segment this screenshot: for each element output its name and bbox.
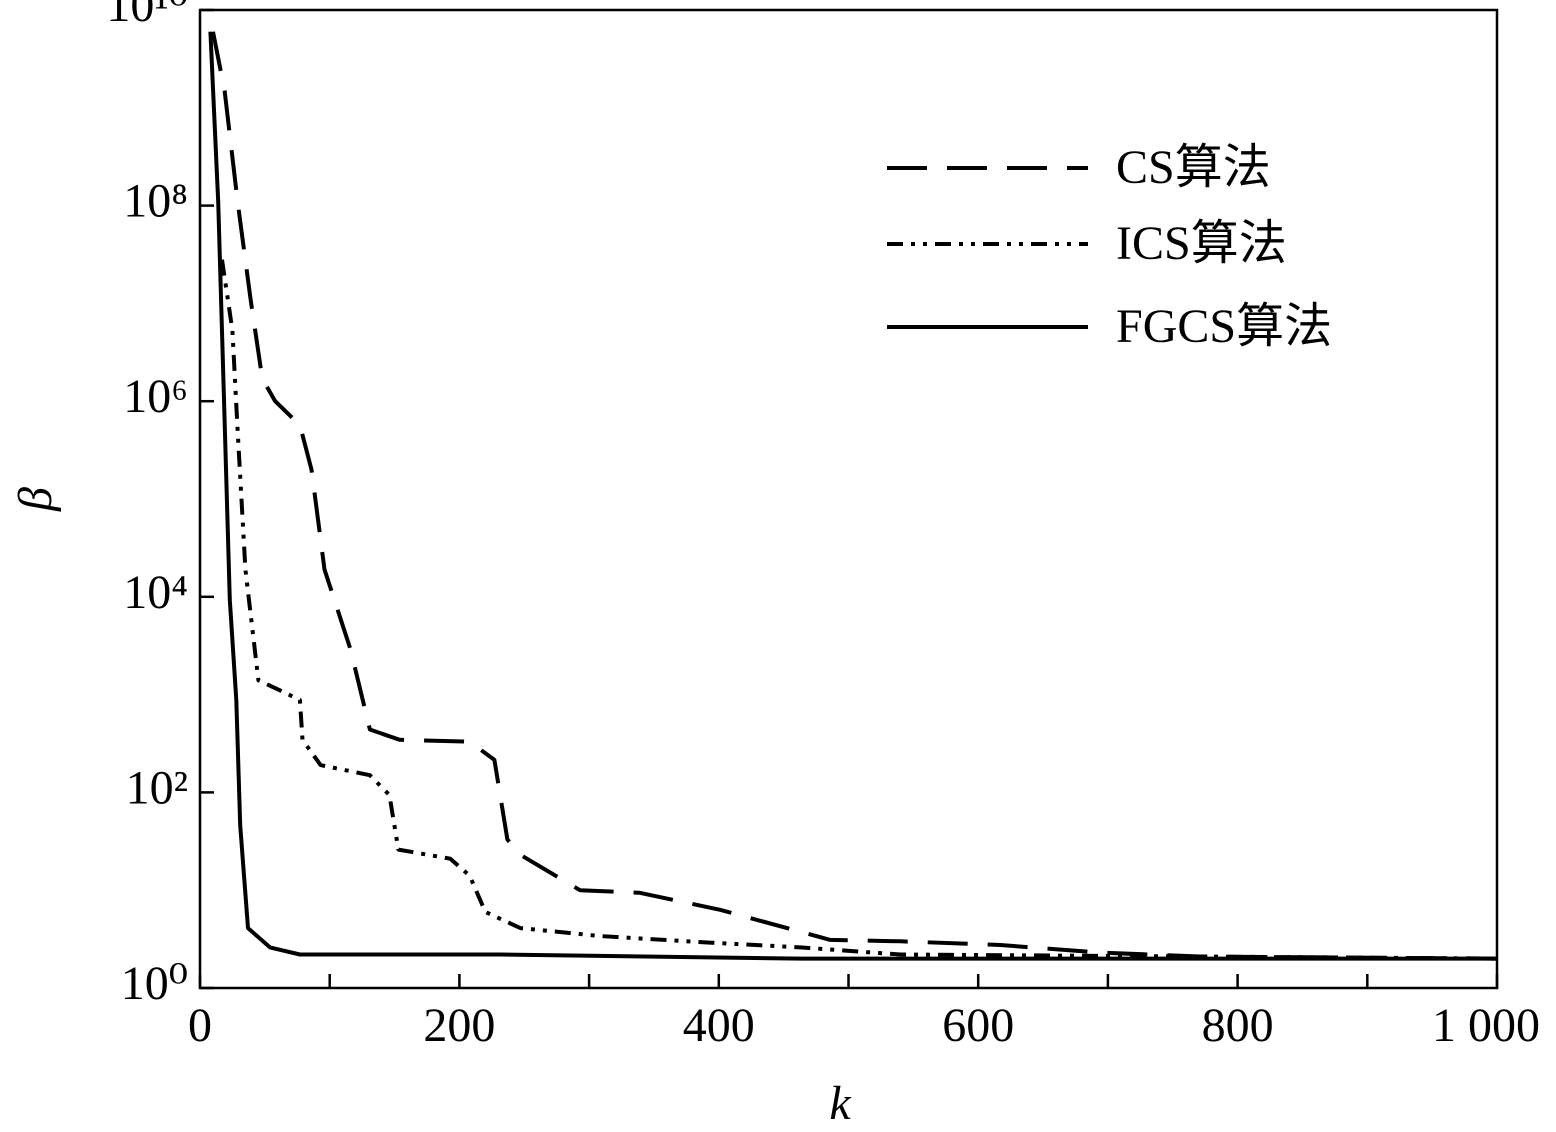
y-tick-label: 10⁰ bbox=[121, 957, 188, 1010]
x-tick-label: 600 bbox=[942, 999, 1014, 1052]
x-tick-label: 200 bbox=[423, 999, 495, 1052]
legend-label: ICS算法 bbox=[1116, 217, 1287, 270]
y-tick-label: 10⁴ bbox=[123, 566, 188, 619]
legend-label: FGCS算法 bbox=[1116, 300, 1332, 353]
y-tick-label: 10¹⁰ bbox=[106, 0, 188, 32]
x-tick-label: 800 bbox=[1202, 999, 1274, 1052]
y-axis-label: β bbox=[9, 487, 62, 512]
series-line bbox=[208, 31, 1497, 961]
y-tick-label: 10² bbox=[126, 761, 188, 814]
x-tick-label: 0 bbox=[188, 999, 212, 1052]
y-tick-label: 10⁶ bbox=[123, 370, 188, 423]
series-line bbox=[220, 259, 1498, 961]
x-tick-label: 1 000 bbox=[1432, 999, 1540, 1052]
x-tick-label: 400 bbox=[683, 999, 755, 1052]
y-tick-label: 10⁸ bbox=[123, 175, 188, 228]
plot-frame bbox=[198, 8, 1499, 990]
x-axis-label: k bbox=[829, 1077, 852, 1130]
series-line bbox=[211, 31, 1498, 961]
legend-label: CS算法 bbox=[1116, 141, 1271, 194]
